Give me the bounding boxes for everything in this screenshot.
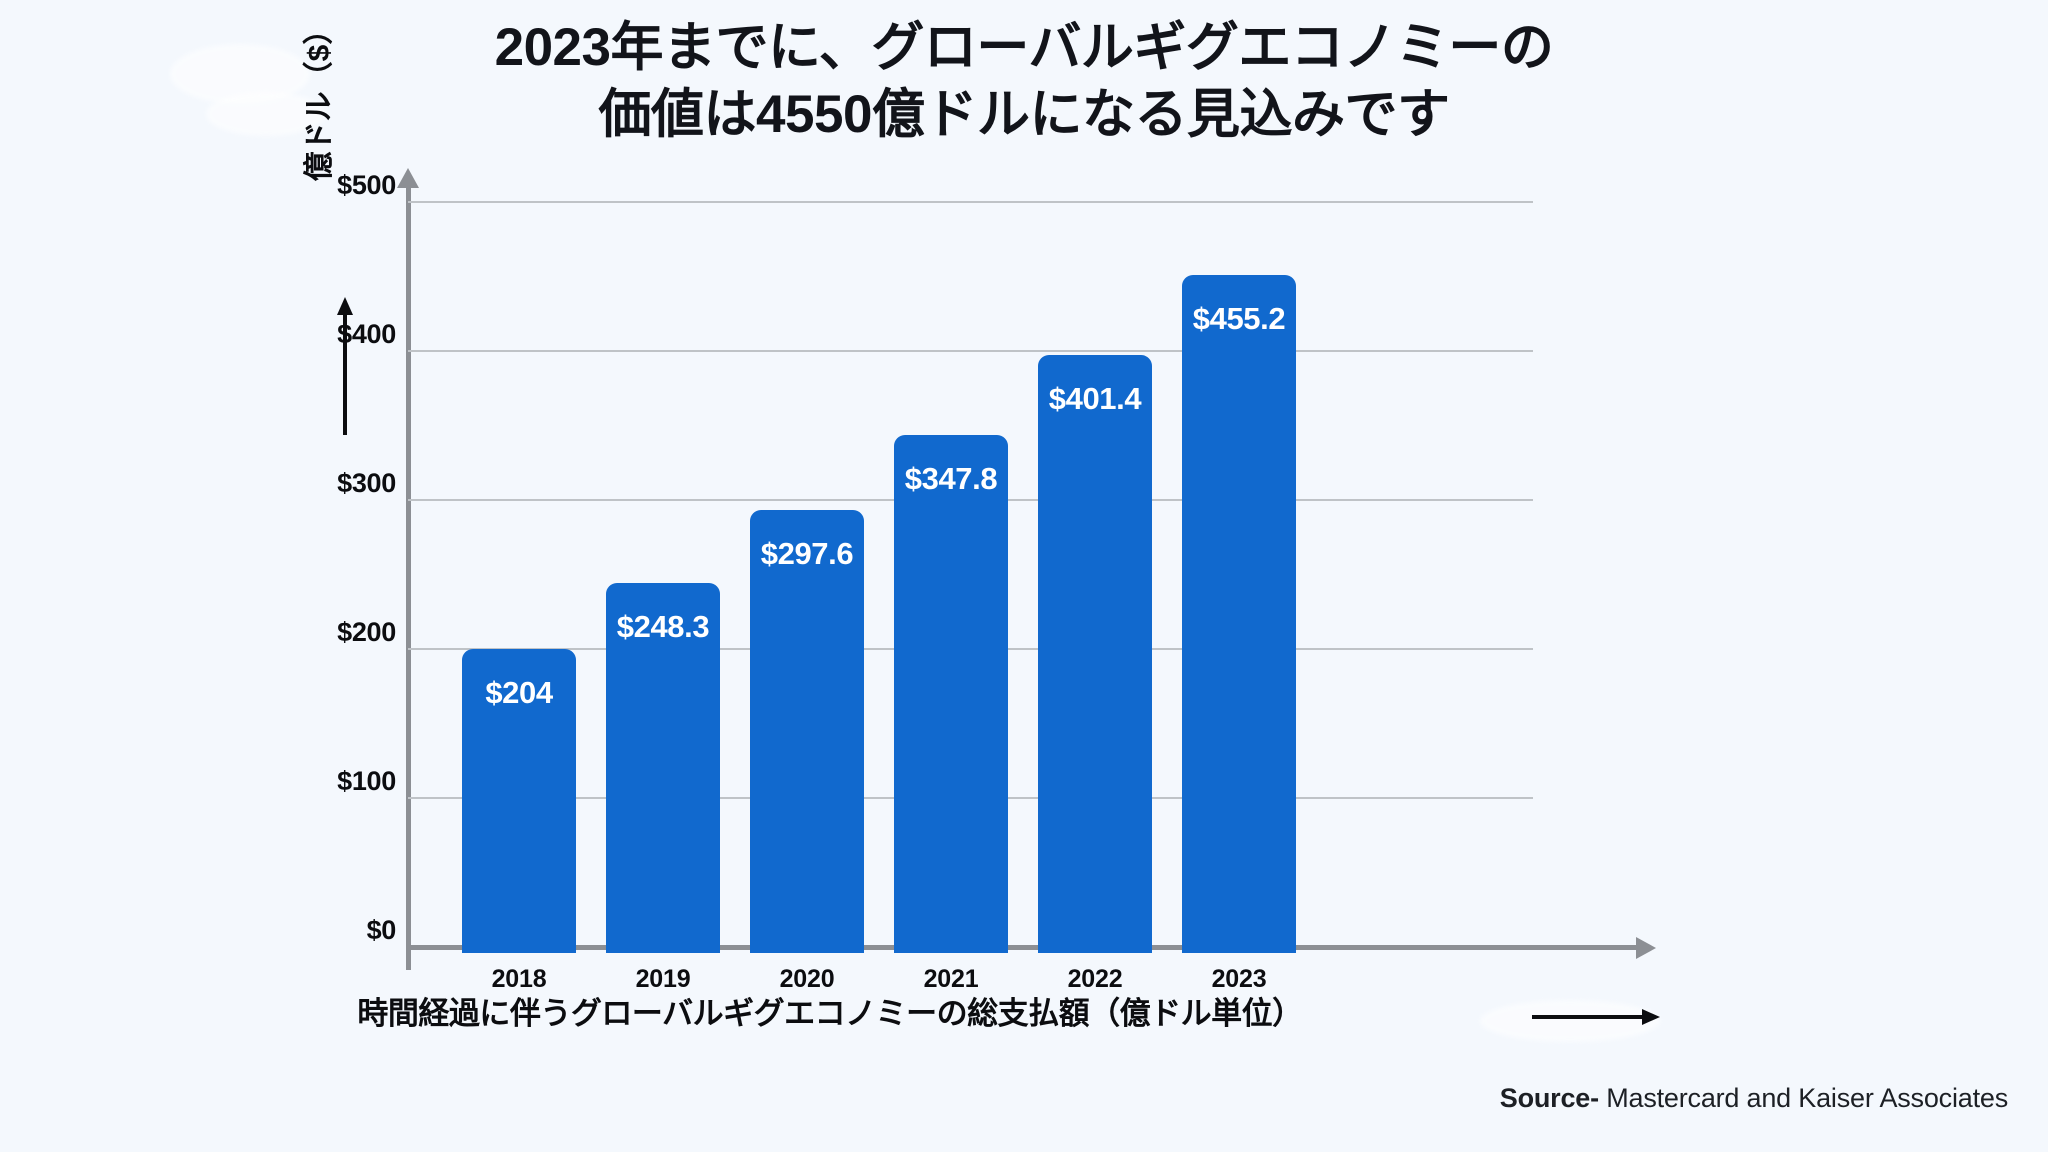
x-axis-direction-arrow-icon [1532, 1009, 1660, 1025]
bar-2019[interactable]: $248.3 [606, 583, 720, 953]
gridline-0: $0 [367, 915, 1533, 948]
y-axis-arrow-icon [397, 168, 419, 188]
y-tick-label-500: $500 [337, 170, 396, 200]
chart-title-line-1: 2023年までに、グローバルギグエコノミーの [494, 18, 1554, 77]
x-tick-label-2021: 2021 [923, 965, 979, 993]
x-tick-label-2020: 2020 [779, 965, 835, 993]
bar-value-2022: $401.4 [1048, 381, 1142, 416]
y-axis-caption: 億ドル（$） [286, 0, 346, 328]
x-tick-label-2019: 2019 [635, 965, 691, 993]
gridline-500: $500 [337, 170, 1533, 203]
y-tick-label-0: $0 [366, 915, 397, 945]
bar-2022[interactable]: $401.4 [1038, 355, 1152, 953]
y-tick-label-300: $300 [337, 468, 396, 498]
x-tick-label-2018: 2018 [491, 965, 547, 993]
bar-2023[interactable]: $455.2 [1182, 275, 1296, 953]
plot-area: $500 $400 $300 $200 $100 $0 $204 2018 $2… [337, 168, 1656, 993]
y-tick-label-100: $100 [337, 766, 396, 796]
x-axis-arrow-icon [1636, 937, 1656, 959]
y-tick-label-400: $400 [337, 319, 396, 349]
x-tick-label-2023: 2023 [1211, 965, 1267, 993]
bar-value-2021: $347.8 [904, 461, 998, 496]
bar-2018[interactable]: $204 [462, 649, 576, 953]
gridline-400: $400 [337, 319, 1533, 352]
bar-2021[interactable]: $347.8 [894, 435, 1008, 953]
y-tick-label-200: $200 [337, 617, 396, 647]
bar-value-2023: $455.2 [1192, 301, 1286, 336]
source-label: Source- [1499, 1083, 1599, 1113]
bar-value-2018: $204 [485, 675, 553, 710]
bar-value-2020: $297.6 [760, 536, 854, 571]
bar-2020[interactable]: $297.6 [750, 510, 864, 953]
bar-value-2019: $248.3 [616, 609, 710, 644]
x-axis-line [406, 945, 1638, 950]
decorative-blob-3 [1480, 1000, 1660, 1042]
x-axis-caption-text: 時間経過に伴うグローバルギグエコノミーの総支払額（億ドル単位） [357, 996, 1303, 1031]
chart-title-line-2: 価値は4550億ドルになる見込みです [598, 85, 1450, 145]
y-axis-caption-text: 億ドル（$） [303, 14, 336, 182]
decorative-blob-2 [206, 92, 326, 136]
source-note: Source- Mastercard and Kaiser Associates [1500, 1083, 2008, 1114]
x-tick-label-2022: 2022 [1067, 965, 1123, 993]
y-axis-line [406, 184, 411, 970]
y-axis-direction-arrow-icon [337, 297, 353, 435]
x-axis-caption: 時間経過に伴うグローバルギグエコノミーの総支払額（億ドル単位） [0, 988, 1660, 1033]
source-text: Mastercard and Kaiser Associates [1598, 1083, 2008, 1113]
chart-title: 2023年までに、グローバルギグエコノミーの 価値は4550億ドルになる見込みで… [0, 14, 2048, 149]
